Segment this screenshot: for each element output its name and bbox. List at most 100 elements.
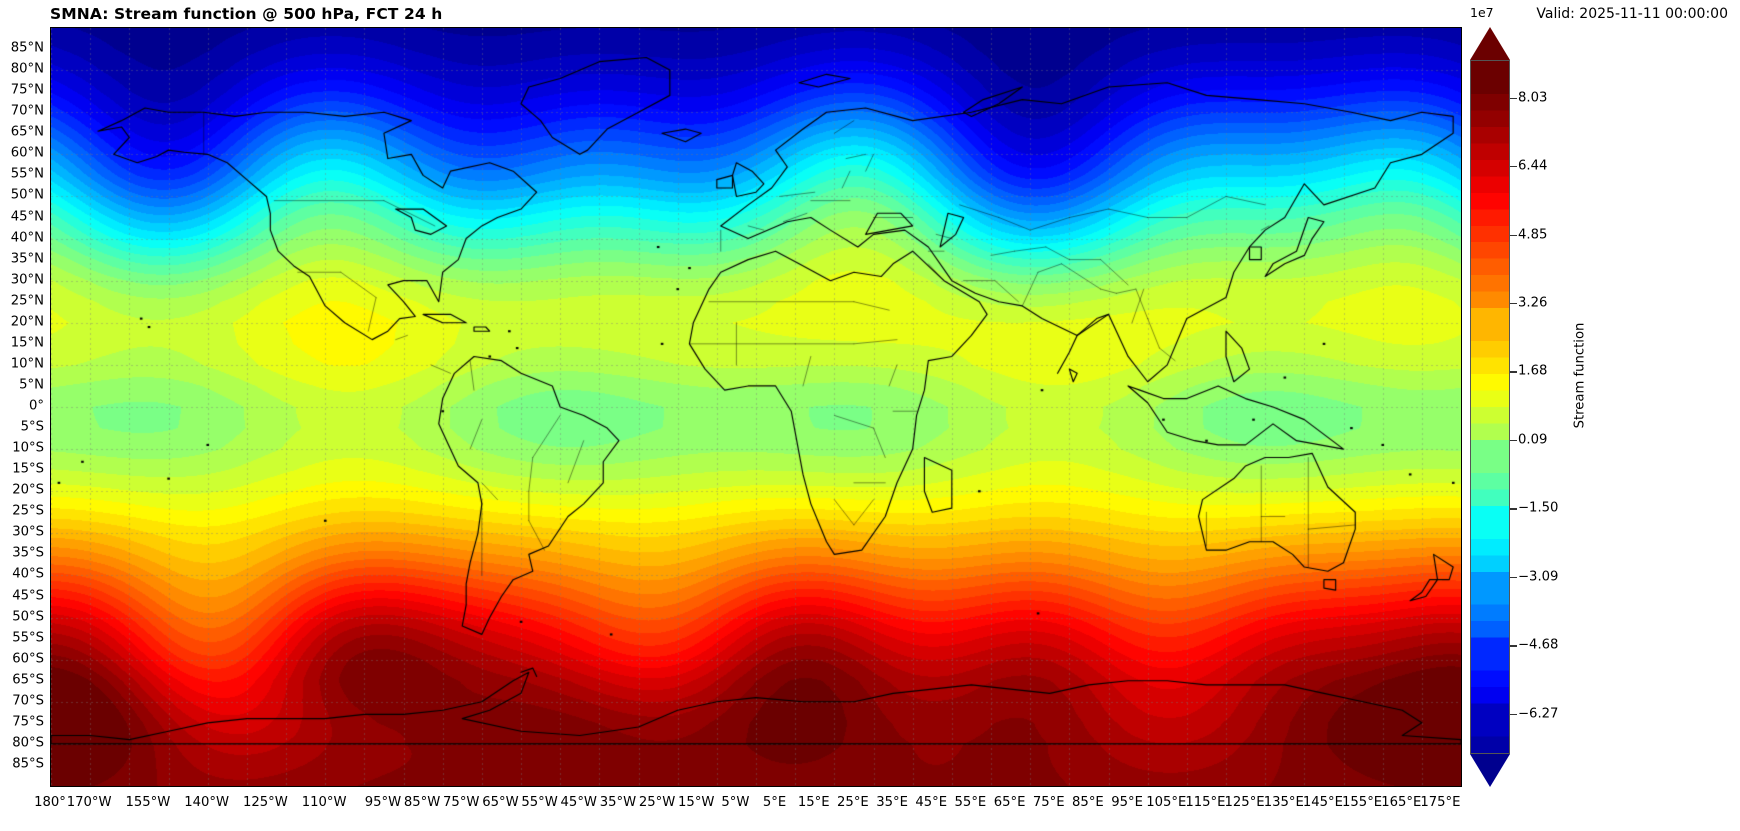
colorbar-tick-label: −6.27	[1518, 706, 1559, 722]
latitude-tick-label: 5°N	[19, 377, 44, 393]
map-plot-area	[50, 27, 1462, 787]
latitude-tick-label: 60°N	[10, 145, 44, 161]
latitude-tick-label: 50°N	[10, 187, 44, 203]
valid-time-label: Valid: 2025-11-11 00:00:00	[1536, 6, 1728, 22]
longitude-tick-label: 45°E	[915, 795, 948, 810]
colorbar-tick-label: −3.09	[1518, 569, 1559, 585]
longitude-tick-label: 175°E	[1420, 795, 1461, 810]
longitude-tick-label: 75°W	[443, 795, 480, 810]
latitude-tick-label: 10°S	[12, 440, 44, 456]
latitude-tick-label: 30°N	[10, 272, 44, 288]
longitude-tick-label: 85°W	[403, 795, 441, 810]
longitude-tick-label: 170°W	[66, 795, 112, 810]
latitude-tick-label: 70°N	[10, 103, 44, 119]
longitude-tick-label: 110°W	[301, 795, 347, 810]
latitude-tick-label: 75°N	[10, 82, 44, 98]
latitude-tick-label: 15°S	[12, 461, 44, 477]
latitude-tick-label: 45°N	[10, 209, 44, 224]
longitude-tick-label: 145°E	[1302, 795, 1343, 810]
colorbar-tick-mark	[1510, 508, 1517, 510]
latitude-tick-label: 65°S	[12, 672, 44, 688]
longitude-tick-label: 140°W	[184, 795, 230, 810]
longitude-tick-label: 55°E	[954, 795, 987, 810]
figure-title: SMNA: Stream function @ 500 hPa, FCT 24 …	[50, 5, 443, 23]
latitude-tick-label: 35°N	[10, 251, 44, 267]
longitude-tick-label: 75°E	[1032, 795, 1065, 810]
colorbar-body	[1470, 60, 1510, 754]
longitude-tick-label: 15°W	[678, 795, 715, 810]
latitude-tick-label: 55°N	[10, 166, 44, 182]
longitude-tick-label: 55°W	[521, 795, 558, 810]
colorbar-tick-mark	[1510, 303, 1517, 305]
latitude-tick-label: 15°N	[10, 335, 44, 351]
colorbar-tick-mark	[1510, 234, 1517, 236]
colorbar	[1470, 27, 1516, 787]
longitude-tick-label: 155°W	[125, 795, 171, 810]
longitude-tick-label: 125°W	[243, 795, 288, 810]
latitude-tick-label: 20°S	[12, 482, 44, 498]
latitude-tick-label: 40°N	[10, 230, 44, 246]
colorbar-tick-mark	[1510, 371, 1517, 373]
latitude-tick-label: 25°S	[12, 503, 44, 519]
longitude-tick-label: 25°W	[638, 795, 676, 810]
longitude-tick-label: 5°E	[762, 795, 787, 810]
latitude-tick-label: 10°N	[10, 356, 44, 372]
colorbar-tick-label: 0.09	[1518, 432, 1548, 448]
colorbar-tick-label: 1.68	[1518, 363, 1548, 379]
colorbar-tick-label: −4.68	[1518, 637, 1559, 653]
latitude-tick-label: 70°S	[12, 693, 44, 709]
latitude-tick-label: 60°S	[12, 651, 44, 667]
latitude-tick-label: 75°S	[12, 714, 44, 730]
colorbar-tick-mark	[1510, 576, 1517, 579]
latitude-tick-label: 65°N	[10, 124, 44, 140]
colorbar-tick-label: 3.26	[1518, 295, 1548, 311]
longitude-tick-label: 25°E	[837, 795, 869, 810]
latitude-tick-label: 40°S	[12, 566, 44, 582]
latitude-tick-label: 85°S	[12, 756, 44, 772]
longitude-tick-label: 5°W	[721, 795, 750, 810]
latitude-tick-label: 30°S	[12, 524, 44, 540]
latitude-tick-label: 80°N	[10, 61, 44, 77]
latitude-tick-label: 35°S	[12, 545, 44, 561]
colorbar-tick-mark	[1510, 645, 1517, 647]
longitude-tick-label: 95°E	[1111, 795, 1143, 810]
longitude-tick-label: 65°E	[993, 795, 1026, 810]
longitude-tick-label: 180°	[34, 795, 66, 810]
colorbar-tick-label: −1.50	[1518, 500, 1559, 516]
colorbar-tick-mark	[1510, 439, 1517, 442]
longitude-tick-label: 115°E	[1185, 795, 1226, 810]
colorbar-axis-title: Stream function	[1556, 0, 1588, 831]
latitude-axis: 85°N 80°N 75°N 70°N 65°N 60°N 55°N 50°N 45°N 40°N…	[0, 0, 44, 831]
longitude-tick-label: 35°E	[876, 795, 908, 810]
colorbar-min-arrow	[1470, 754, 1510, 787]
longitude-tick-label: 165°E	[1381, 795, 1422, 810]
latitude-tick-label: 0°	[29, 398, 44, 414]
latitude-tick-label: 80°S	[12, 735, 44, 751]
stream-function-field	[51, 28, 1461, 786]
latitude-tick-label: 20°N	[10, 314, 44, 330]
longitude-tick-label: 65°W	[482, 795, 519, 810]
colorbar-tick-label: 6.44	[1518, 158, 1548, 174]
colorbar-exponent: 1e7	[1470, 5, 1494, 20]
colorbar-tick-mark	[1510, 166, 1517, 168]
longitude-tick-label: 95°W	[364, 795, 402, 810]
colorbar-axis-title-text: Stream function	[1572, 322, 1588, 429]
latitude-tick-label: 5°S	[20, 419, 44, 435]
longitude-tick-label: 155°E	[1342, 795, 1383, 810]
longitude-tick-label: 85°E	[1072, 795, 1104, 810]
colorbar-tick-mark	[1510, 713, 1517, 716]
latitude-tick-label: 45°S	[12, 588, 44, 603]
colorbar-tick-label: 4.85	[1518, 227, 1548, 243]
colorbar-max-arrow	[1470, 27, 1510, 60]
latitude-tick-label: 55°S	[12, 630, 44, 646]
latitude-tick-label: 50°S	[12, 609, 44, 625]
longitude-tick-label: 105°E	[1146, 795, 1187, 810]
colorbar-tick-mark	[1510, 97, 1517, 99]
longitude-tick-label: 45°W	[560, 795, 597, 810]
longitude-tick-label: 35°W	[599, 795, 637, 810]
longitude-tick-label: 125°E	[1224, 795, 1265, 810]
longitude-tick-label: 135°E	[1263, 795, 1304, 810]
colorbar-tick-label: 8.03	[1518, 90, 1548, 105]
